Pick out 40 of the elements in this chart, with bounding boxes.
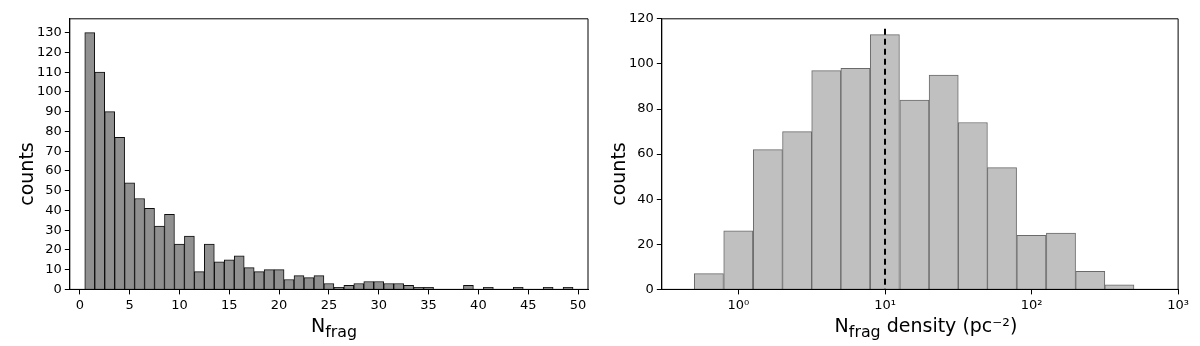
x-tick-label: 10¹: [874, 296, 896, 312]
y-tick-label: 60: [637, 145, 654, 161]
x-tick-label: 35: [420, 296, 437, 312]
y-tick-label: 30: [45, 221, 62, 237]
y-tick-label: 70: [45, 142, 62, 158]
y-tick-label: 110: [36, 63, 62, 79]
y-tick-label: 20: [637, 235, 654, 251]
y-axis-title: counts: [607, 141, 629, 208]
x-tick-label: 45: [519, 296, 537, 312]
x-tick-label: 10²: [1020, 296, 1043, 312]
x-tick-label: 15: [220, 296, 238, 312]
y-tick-label: 40: [637, 190, 654, 206]
x-tick-label: 10⁰: [727, 296, 750, 312]
x-tick-label: 50: [569, 296, 587, 312]
x-tick-label: 0: [75, 296, 84, 312]
y-axis-title: counts: [15, 141, 37, 208]
x-tick-label: 10³: [1167, 296, 1190, 312]
x-tick-label: 30: [370, 296, 388, 312]
y-tick-label: 40: [45, 201, 62, 217]
y-tick-label: 80: [637, 100, 654, 116]
y-tick-label: 50: [45, 182, 62, 198]
y-tick-label: 0: [53, 280, 62, 296]
y-tick-label: 90: [45, 103, 62, 119]
x-axis-title: N$_{frag}$ density (pc⁻²): [833, 314, 1019, 341]
x-tick-label: 20: [270, 296, 288, 312]
y-tick-label: 80: [45, 122, 62, 138]
y-tick-label: 120: [628, 10, 654, 26]
y-tick-label: 60: [45, 162, 62, 178]
y-tick-label: 20: [45, 241, 62, 257]
y-tick-label: 120: [36, 43, 62, 59]
x-tick-label: 40: [470, 296, 487, 312]
y-tick-label: 100: [628, 55, 654, 71]
y-tick-label: 100: [36, 83, 62, 99]
x-axis-title: N$_{frag}$: [309, 314, 358, 341]
x-tick-label: 5: [125, 296, 134, 312]
y-tick-label: 0: [645, 280, 654, 296]
y-tick-label: 130: [36, 24, 62, 39]
x-tick-label: 10: [171, 296, 188, 312]
y-tick-label: 10: [45, 261, 62, 277]
x-tick-label: 25: [320, 296, 338, 312]
